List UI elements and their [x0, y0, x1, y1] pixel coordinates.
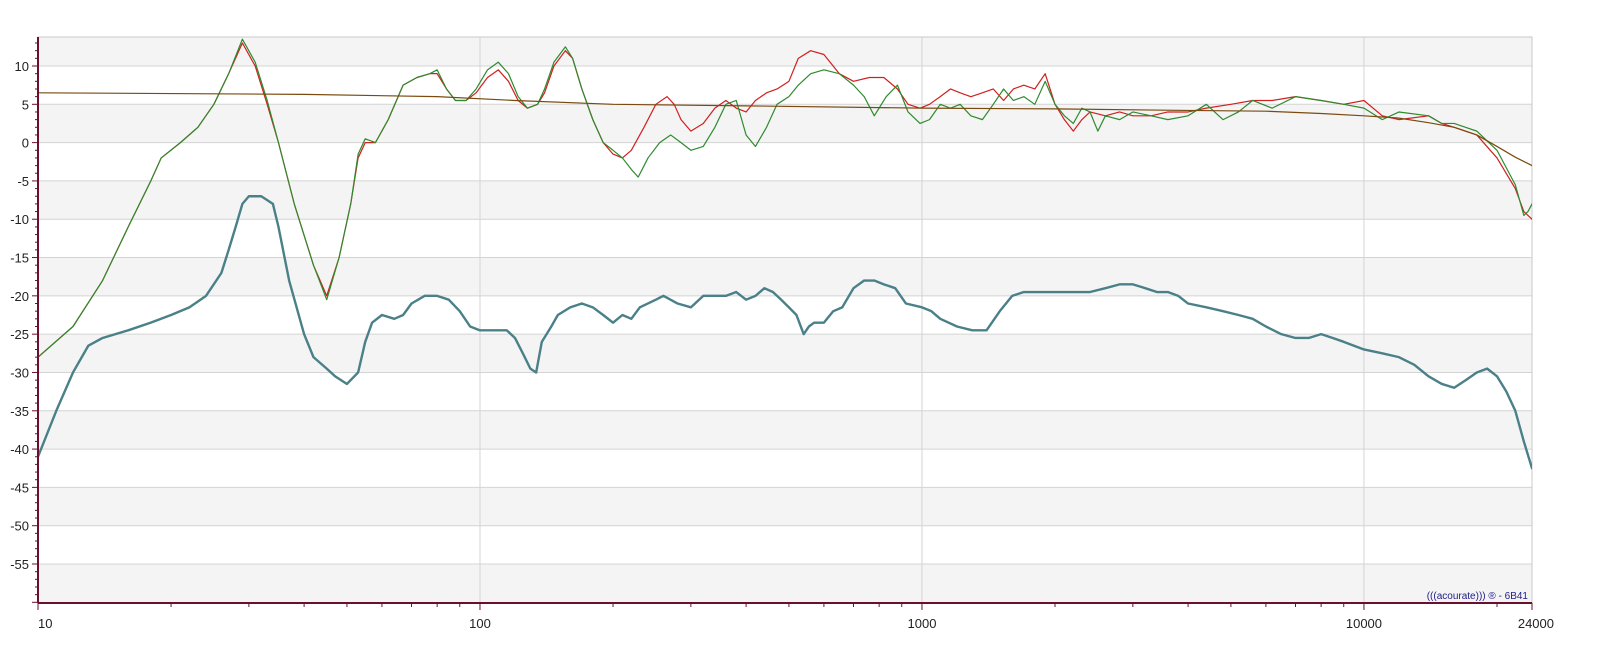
- y-tick-labels: 10 5 0 -5 -10 -15 -20 -25 -30 -35 -40 -45 -50 -55: [10, 59, 29, 572]
- x-tick-label: 10000: [1346, 616, 1382, 631]
- background-band: [38, 564, 1532, 603]
- axes: [32, 37, 1533, 610]
- x-tick-label: 24000: [1518, 616, 1554, 631]
- x-tick-label: 10: [38, 616, 52, 631]
- background-band: [38, 487, 1532, 526]
- series-line-blue: [38, 195, 1532, 470]
- watermark: (((acourate))) ® - 6B41: [1427, 591, 1529, 602]
- background-band: [38, 37, 1532, 66]
- background-bands: [38, 37, 1532, 603]
- y-tick-label: -55: [10, 557, 29, 572]
- y-tick-label: -35: [10, 404, 29, 419]
- background-band: [38, 257, 1532, 296]
- x-tick-label: 1000: [908, 616, 937, 631]
- y-tick-label: -15: [10, 251, 29, 266]
- y-tick-label: -25: [10, 327, 29, 342]
- y-tick-label: -30: [10, 365, 29, 380]
- series-lines: [38, 38, 1532, 470]
- y-tick-label: -20: [10, 289, 29, 304]
- y-tick-label: -45: [10, 480, 29, 495]
- y-tick-label: 10: [15, 59, 29, 74]
- background-band: [38, 180, 1532, 220]
- background-band: [38, 334, 1532, 373]
- y-tick-label: -5: [17, 174, 29, 189]
- y-tick-label: -40: [10, 442, 29, 457]
- series-line-target: [38, 92, 1532, 167]
- y-tick-label: 0: [22, 136, 29, 151]
- series-line-green: [38, 38, 1532, 358]
- x-tick-labels: 10 100 1000 10000 24000: [38, 616, 1554, 631]
- background-band: [38, 104, 1532, 143]
- y-tick-label: -10: [10, 212, 29, 227]
- x-tick-label: 100: [469, 616, 491, 631]
- y-tick-label: 5: [22, 97, 29, 112]
- background-band: [38, 410, 1532, 450]
- y-tick-label: -50: [10, 519, 29, 534]
